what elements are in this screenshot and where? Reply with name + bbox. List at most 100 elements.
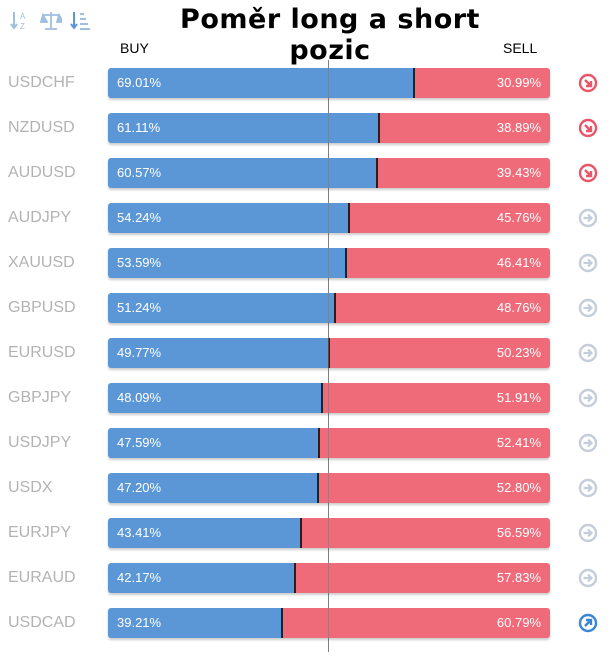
sell-percent: 50.23% <box>496 345 541 360</box>
ratio-row[interactable]: USDCHF 69.01% 30.99% <box>0 68 613 98</box>
symbol-label: XAUUSD <box>8 254 75 271</box>
ratio-bar: 43.41% 56.59% <box>108 518 550 548</box>
ratio-row[interactable]: NZDUSD 61.11% 38.89% <box>0 113 613 143</box>
symbol-label: NZDUSD <box>8 119 75 136</box>
symbol-label: AUDUSD <box>8 164 76 181</box>
trend-neutral-icon[interactable] <box>578 298 598 318</box>
balance-icon[interactable] <box>39 10 65 32</box>
sell-segment: 52.41% <box>320 428 550 458</box>
sell-percent: 60.79% <box>496 615 541 630</box>
sell-percent: 52.80% <box>496 480 541 495</box>
buy-segment: 51.24% <box>108 293 337 323</box>
symbol-label: EURUSD <box>8 344 76 361</box>
sell-percent: 52.41% <box>496 435 541 450</box>
sell-percent: 30.99% <box>496 75 541 90</box>
sell-percent: 39.43% <box>496 165 541 180</box>
ratio-row[interactable]: USDJPY 47.59% 52.41% <box>0 428 613 458</box>
symbol-label: GBPUSD <box>8 299 76 316</box>
buy-percent: 60.57% <box>117 165 162 180</box>
sell-header: SELL <box>503 40 538 56</box>
trend-neutral-icon[interactable] <box>578 208 598 228</box>
trend-up-icon[interactable] <box>578 613 598 633</box>
buy-percent: 43.41% <box>117 525 162 540</box>
buy-segment: 53.59% <box>108 248 347 278</box>
buy-percent: 47.59% <box>117 435 162 450</box>
sell-percent: 38.89% <box>496 120 541 135</box>
trend-down-icon[interactable] <box>578 118 598 138</box>
ratio-row[interactable]: EURJPY 43.41% 56.59% <box>0 518 613 548</box>
ratio-row[interactable]: EURAUD 42.17% 57.83% <box>0 563 613 593</box>
trend-down-icon[interactable] <box>578 163 598 183</box>
ratio-bar: 51.24% 48.76% <box>108 293 550 323</box>
ratio-row[interactable]: GBPUSD 51.24% 48.76% <box>0 293 613 323</box>
symbol-label: USDX <box>8 479 53 496</box>
sell-percent: 57.83% <box>496 570 541 585</box>
sell-segment: 52.80% <box>318 473 550 503</box>
ratio-bar: 42.17% 57.83% <box>108 563 550 593</box>
ratio-row[interactable]: AUDUSD 60.57% 39.43% <box>0 158 613 188</box>
buy-percent: 47.20% <box>117 480 162 495</box>
ratio-row[interactable]: EURUSD 49.77% 50.23% <box>0 338 613 368</box>
trend-neutral-icon[interactable] <box>578 568 598 588</box>
buy-segment: 69.01% <box>108 68 416 98</box>
buy-percent: 53.59% <box>117 255 162 270</box>
ratio-row[interactable]: GBPJPY 48.09% 51.91% <box>0 383 613 413</box>
sell-percent: 56.59% <box>496 525 541 540</box>
center-line-overlay <box>328 60 329 652</box>
ratio-row[interactable]: XAUUSD 53.59% 46.41% <box>0 248 613 278</box>
ratio-bar: 47.59% 52.41% <box>108 428 550 458</box>
ratio-row[interactable]: USDX 47.20% 52.80% <box>0 473 613 503</box>
sell-percent: 51.91% <box>496 390 541 405</box>
ratio-bar: 53.59% 46.41% <box>108 248 550 278</box>
sell-segment: 48.76% <box>336 293 550 323</box>
trend-neutral-icon[interactable] <box>578 253 598 273</box>
page-title: Poměr long a short pozic <box>180 4 480 66</box>
ratio-bar: 39.21% 60.79% <box>108 608 550 638</box>
ratio-row[interactable]: USDCAD 39.21% 60.79% <box>0 608 613 638</box>
sell-segment: 39.43% <box>377 158 550 188</box>
sort-amount-icon[interactable] <box>70 10 92 32</box>
ratio-bar: 48.09% 51.91% <box>108 383 550 413</box>
sell-segment: 38.89% <box>380 113 550 143</box>
sell-segment: 45.76% <box>349 203 550 233</box>
buy-segment: 54.24% <box>108 203 350 233</box>
buy-segment: 47.59% <box>108 428 321 458</box>
buy-segment: 43.41% <box>108 518 302 548</box>
sell-segment: 30.99% <box>415 68 550 98</box>
trend-neutral-icon[interactable] <box>578 523 598 543</box>
symbol-label: EURJPY <box>8 524 72 541</box>
ratio-bar: 60.57% 39.43% <box>108 158 550 188</box>
trend-neutral-icon[interactable] <box>578 388 598 408</box>
buy-segment: 47.20% <box>108 473 319 503</box>
trend-down-icon[interactable] <box>578 73 598 93</box>
trend-neutral-icon[interactable] <box>578 478 598 498</box>
ratio-bar: 49.77% 50.23% <box>108 338 550 368</box>
buy-segment: 49.77% <box>108 338 330 368</box>
buy-percent: 69.01% <box>117 75 162 90</box>
buy-percent: 54.24% <box>117 210 162 225</box>
buy-percent: 39.21% <box>117 615 162 630</box>
symbol-label: USDCAD <box>8 614 76 631</box>
ratio-row[interactable]: AUDJPY 54.24% 45.76% <box>0 203 613 233</box>
buy-percent: 42.17% <box>117 570 162 585</box>
symbol-label: EURAUD <box>8 569 76 586</box>
buy-percent: 49.77% <box>117 345 162 360</box>
symbol-label: AUDJPY <box>8 209 72 226</box>
sell-segment: 57.83% <box>296 563 550 593</box>
buy-percent: 48.09% <box>117 390 162 405</box>
buy-segment: 61.11% <box>108 113 381 143</box>
ratio-bar: 69.01% 30.99% <box>108 68 550 98</box>
trend-neutral-icon[interactable] <box>578 343 598 363</box>
ratio-bar: 47.20% 52.80% <box>108 473 550 503</box>
sell-percent: 48.76% <box>496 300 541 315</box>
sell-segment: 46.41% <box>346 248 550 278</box>
symbol-label: GBPJPY <box>8 389 72 406</box>
svg-text:Z: Z <box>20 22 25 31</box>
sell-percent: 45.76% <box>496 210 541 225</box>
sell-segment: 51.91% <box>322 383 550 413</box>
buy-segment: 48.09% <box>108 383 323 413</box>
trend-neutral-icon[interactable] <box>578 433 598 453</box>
buy-segment: 42.17% <box>108 563 297 593</box>
